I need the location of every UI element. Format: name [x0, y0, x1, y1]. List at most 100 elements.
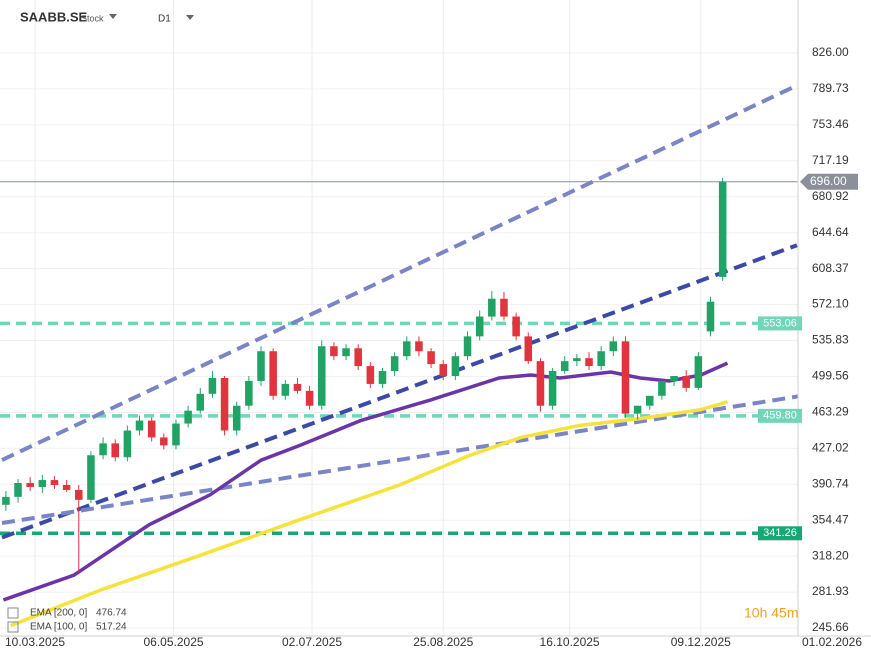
y-tick-label: 463.29	[812, 405, 849, 419]
last-price-label: 696.00	[810, 174, 847, 188]
candle-body	[354, 348, 362, 367]
trendline	[1, 243, 798, 540]
instrument-type: Stock	[81, 13, 104, 23]
candle-body	[220, 377, 229, 431]
candle-body	[439, 364, 448, 377]
candle-body	[390, 356, 399, 372]
candle-body	[184, 410, 192, 424]
candle-body	[123, 430, 132, 458]
x-tick-label: 02.07.2025	[282, 635, 342, 649]
candle-body	[524, 336, 533, 362]
legend-swatch	[7, 607, 19, 619]
candle-body	[378, 371, 387, 384]
y-tick-label: 354.47	[812, 512, 849, 526]
legend-value: 517.24	[96, 622, 127, 633]
ema-line	[2, 361, 729, 602]
candle-body	[670, 376, 678, 381]
candle-body	[536, 361, 545, 406]
candle-body	[330, 346, 338, 357]
candle-body	[232, 405, 241, 431]
level-label: 341.26	[763, 527, 797, 539]
candle-body	[573, 358, 581, 362]
candle-body	[706, 301, 715, 332]
timeframe[interactable]: D1	[158, 14, 171, 25]
candle-body	[147, 420, 156, 438]
ema-line	[10, 400, 729, 628]
candle-body	[658, 380, 666, 396]
candle-body	[488, 298, 496, 317]
candle-body	[463, 336, 472, 357]
timeframe-dropdown[interactable]	[186, 15, 194, 20]
x-tick-label: 10.03.2025	[5, 635, 65, 649]
candle-body	[512, 316, 520, 337]
symbol-dropdown[interactable]	[109, 14, 117, 19]
level-label-box	[758, 408, 802, 423]
candle-body	[718, 181, 727, 277]
x-tick-label: 25.08.2025	[413, 635, 473, 649]
candle-body	[160, 437, 168, 446]
candle-body	[38, 480, 47, 487]
candle-timer: 10h 45m	[744, 605, 798, 621]
legend-value: 476.74	[96, 608, 127, 619]
candle-body	[633, 405, 642, 414]
legend-name: EMA [200, 0]	[30, 608, 87, 619]
level-label-box	[758, 526, 802, 541]
candle-body	[560, 361, 569, 372]
candle-body	[609, 341, 618, 352]
candle-body	[621, 341, 630, 414]
y-tick-label: 644.64	[812, 225, 849, 239]
legend-name: EMA [100, 0]	[30, 622, 87, 633]
legend: EMA [200, 0] 476.74 EMA [100, 0] 517.24	[7, 607, 127, 633]
candle-body	[475, 316, 484, 337]
candle-body	[342, 348, 350, 357]
candle-body	[172, 423, 180, 446]
y-tick-label: 789.73	[812, 81, 849, 95]
candle-body	[50, 480, 59, 485]
y-tick-label: 245.66	[812, 620, 849, 634]
candle-body	[62, 484, 71, 490]
candle-body	[87, 455, 95, 500]
y-tick-label: 427.02	[812, 440, 849, 454]
candle-body	[694, 356, 703, 388]
candle-body	[682, 376, 690, 388]
candle-body	[451, 356, 460, 377]
candle-body	[597, 351, 605, 367]
level-label: 553.06	[763, 317, 797, 329]
candle-body	[500, 298, 508, 317]
y-tick-label: 717.19	[812, 153, 849, 167]
candle-body	[585, 358, 593, 367]
y-tick-label: 390.74	[812, 476, 849, 490]
legend-swatch	[7, 621, 19, 633]
candle-body	[427, 351, 435, 365]
level-label: 459.80	[763, 410, 797, 422]
y-tick-label: 753.46	[812, 117, 849, 131]
y-tick-label: 572.10	[812, 297, 849, 311]
candle-body	[208, 377, 217, 394]
candle-body	[99, 443, 107, 456]
y-tick-label: 318.20	[812, 548, 849, 562]
candle-body	[111, 443, 119, 458]
trendline	[1, 82, 798, 462]
candle-body	[403, 341, 411, 357]
last-price-box	[800, 173, 858, 190]
candle-body	[245, 380, 253, 406]
candle-body	[548, 371, 557, 406]
y-tick-label: 499.56	[812, 369, 849, 383]
candle-body	[645, 395, 654, 406]
candle-body	[293, 383, 302, 391]
candle-body	[135, 420, 144, 431]
symbol[interactable]: SAABB.SE	[20, 9, 88, 24]
y-tick-label: 535.83	[812, 333, 849, 347]
candle-body	[26, 483, 34, 487]
candle-body	[317, 346, 326, 406]
candle-body	[366, 366, 375, 384]
candle-body	[196, 393, 205, 411]
x-tick-label: 16.10.2025	[540, 635, 600, 649]
candle-body	[75, 489, 83, 500]
candle-body	[269, 351, 277, 396]
y-tick-label: 826.00	[812, 45, 849, 59]
y-tick-label: 608.37	[812, 261, 849, 275]
candle-body	[415, 341, 423, 352]
x-tick-label: 06.05.2025	[144, 635, 204, 649]
